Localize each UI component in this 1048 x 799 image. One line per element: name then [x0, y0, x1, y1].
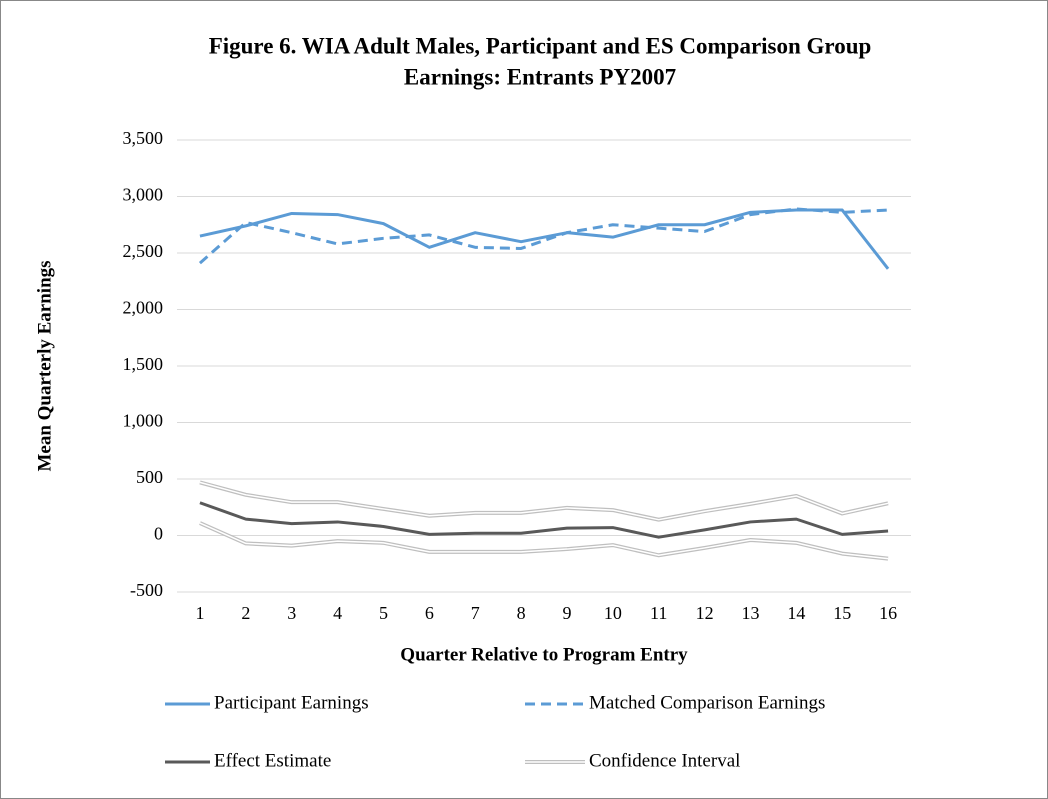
x-tick-label: 7: [471, 603, 480, 623]
chart-title: Earnings: Entrants PY2007: [404, 64, 676, 89]
y-tick-label: 500: [136, 467, 163, 487]
legend-label: Effect Estimate: [214, 750, 331, 771]
x-tick-label: 13: [741, 603, 759, 623]
y-axis-title: Mean Quarterly Earnings: [34, 260, 55, 471]
x-tick-label: 12: [696, 603, 714, 623]
x-tick-label: 16: [879, 603, 897, 623]
x-tick-label: 11: [650, 603, 667, 623]
x-tick-label: 3: [287, 603, 296, 623]
x-tick-label: 15: [833, 603, 851, 623]
x-tick-label: 2: [241, 603, 250, 623]
x-tick-label: 8: [517, 603, 526, 623]
y-tick-label: 0: [154, 524, 163, 544]
x-tick-label: 14: [787, 603, 805, 623]
y-tick-label: 3,500: [123, 128, 164, 148]
series-line-core: [199, 522, 889, 560]
series-line: [199, 501, 889, 539]
legend-label: Matched Comparison Earnings: [589, 692, 825, 713]
series-line-core: [199, 481, 889, 521]
x-tick-label: 9: [562, 603, 571, 623]
y-tick-label: 2,000: [123, 298, 164, 318]
x-tick-label: 6: [425, 603, 434, 623]
x-tick-label: 10: [604, 603, 622, 623]
x-tick-label: 5: [379, 603, 388, 623]
y-tick-label: 3,000: [123, 185, 164, 205]
x-tick-label: 4: [333, 603, 342, 623]
chart-title: Figure 6. WIA Adult Males, Participant a…: [209, 33, 872, 58]
x-axis-title: Quarter Relative to Program Entry: [400, 644, 688, 665]
y-tick-label: 1,500: [123, 354, 164, 374]
x-tick-label: 1: [195, 603, 204, 623]
series-line: [199, 208, 890, 270]
y-tick-label: 1,000: [123, 411, 164, 431]
y-tick-label: -500: [130, 580, 163, 600]
legend-label: Participant Earnings: [214, 692, 369, 713]
legend-label: Confidence Interval: [589, 750, 740, 771]
y-tick-label: 2,500: [123, 241, 164, 261]
